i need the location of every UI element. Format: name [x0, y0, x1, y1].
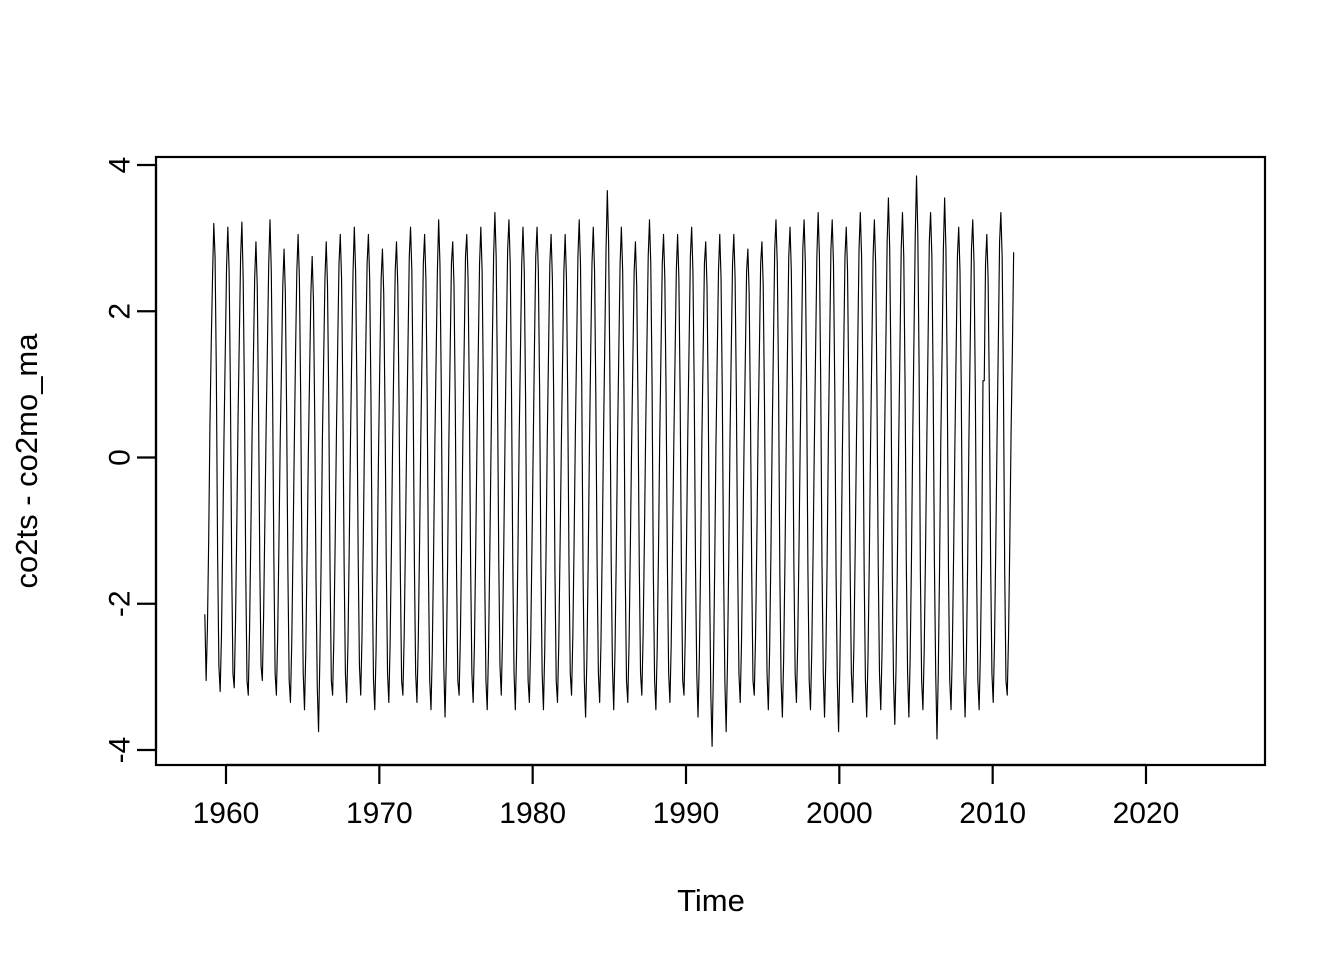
- x-axis-tick-label: 1960: [193, 797, 260, 830]
- x-axis-tick-label: 1980: [499, 797, 566, 830]
- series-line-co2-residual: [204, 175, 1015, 747]
- x-axis: 1960 1970 1980 1990 2000 2010 2020: [193, 763, 1180, 830]
- y-axis-tick-label: -4: [104, 737, 137, 764]
- y-axis: -4 -2 0 2 4: [104, 157, 158, 764]
- x-axis-tick-label: 2020: [1113, 797, 1180, 830]
- y-axis-tick-label: -2: [104, 590, 137, 617]
- data-series-group: [204, 175, 1015, 747]
- y-axis-tick-label: 4: [104, 157, 137, 174]
- x-axis-tick-label: 2010: [959, 797, 1026, 830]
- x-axis-tick-label: 1990: [653, 797, 720, 830]
- y-axis-title: co2ts - co2mo_ma: [9, 333, 44, 589]
- y-axis-tick-label: 2: [104, 303, 137, 320]
- x-axis-tick-label: 1970: [346, 797, 413, 830]
- y-axis-tick-label: 0: [104, 449, 137, 466]
- x-axis-title: Time: [677, 883, 745, 918]
- x-axis-tick-label: 2000: [806, 797, 873, 830]
